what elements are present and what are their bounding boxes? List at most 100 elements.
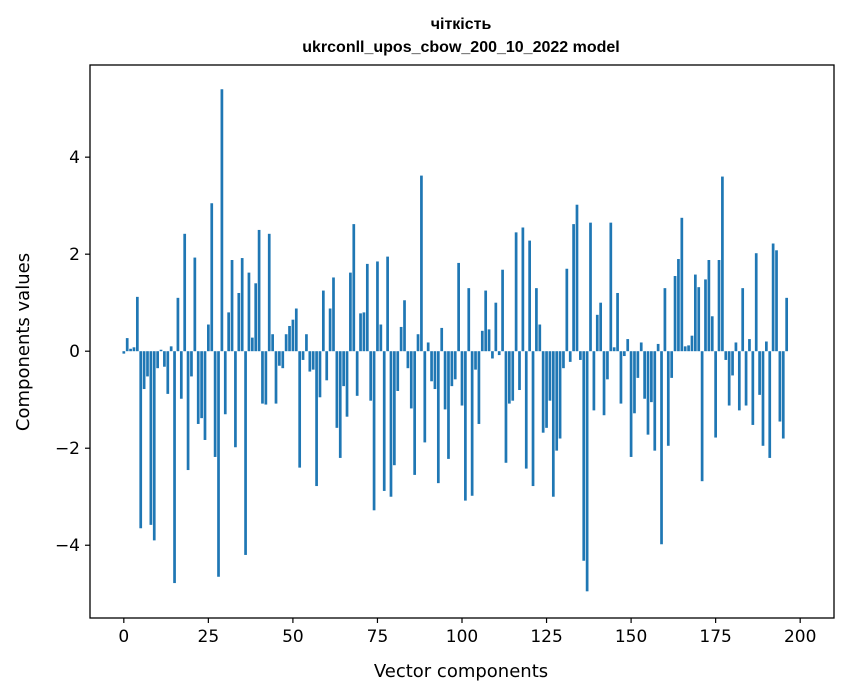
bar-180 — [731, 351, 734, 376]
bar-69 — [355, 351, 359, 396]
bar-120 — [528, 240, 531, 352]
bar-89 — [423, 351, 427, 443]
bar-90 — [426, 342, 430, 352]
bar-109 — [491, 351, 494, 359]
x-tick-label: 50 — [282, 627, 304, 647]
bar-132 — [568, 351, 572, 362]
bar-21 — [193, 257, 197, 352]
bar-124 — [541, 351, 545, 433]
bar-139 — [592, 351, 596, 411]
bar-115 — [511, 351, 515, 401]
bar-168 — [690, 335, 694, 352]
bar-161 — [666, 351, 670, 446]
bar-62 — [332, 277, 335, 352]
bar-117 — [518, 351, 521, 391]
bar-158 — [656, 343, 660, 352]
bar-5 — [139, 351, 143, 529]
y-tick-label: 0 — [69, 342, 80, 362]
bar-122 — [535, 288, 538, 352]
bar-119 — [524, 351, 528, 469]
bar-176 — [717, 260, 721, 352]
axis-ticks-group: 0 25 50 75 100 125 150 175 200 −4 −2 0 2 4 — [55, 148, 816, 647]
x-tick-label: 200 — [784, 627, 816, 647]
bar-108 — [487, 329, 491, 352]
bar-85 — [409, 351, 413, 409]
bar-72 — [365, 263, 369, 352]
bar-182 — [737, 351, 741, 411]
bar-55 — [308, 351, 312, 372]
bar-112 — [501, 269, 504, 352]
x-tick-label: 25 — [198, 627, 220, 647]
bar-2 — [129, 348, 132, 352]
bar-99 — [457, 262, 460, 352]
bar-185 — [748, 339, 751, 352]
bar-160 — [663, 288, 667, 352]
bar-98 — [453, 351, 457, 380]
bar-50 — [291, 319, 295, 352]
bar-83 — [403, 300, 406, 352]
bar-172 — [704, 279, 707, 352]
bar-43 — [267, 233, 271, 352]
bar-24 — [203, 351, 207, 440]
y-tick-label: 2 — [69, 245, 80, 265]
bar-144 — [609, 222, 613, 352]
bar-26 — [210, 203, 214, 352]
x-tick-label: 0 — [118, 627, 129, 647]
bar-183 — [741, 288, 745, 352]
bar-76 — [379, 324, 383, 352]
x-tick-label: 175 — [699, 627, 731, 647]
bar-18 — [183, 233, 187, 352]
bar-71 — [362, 312, 366, 352]
bar-105 — [477, 351, 481, 424]
bar-1 — [125, 338, 129, 352]
bar-191 — [768, 351, 772, 458]
bar-47 — [281, 351, 285, 369]
bar-19 — [186, 351, 190, 471]
bar-169 — [693, 274, 697, 352]
bar-170 — [697, 287, 701, 352]
bar-162 — [670, 351, 674, 378]
y-tick-label: −4 — [55, 536, 80, 556]
bar-135 — [579, 351, 582, 360]
bar-33 — [234, 351, 237, 448]
bar-30 — [223, 351, 227, 415]
bar-146 — [616, 292, 619, 352]
bar-13 — [166, 351, 170, 394]
bar-154 — [643, 351, 646, 399]
bar-184 — [744, 351, 748, 406]
bar-49 — [288, 325, 291, 352]
bar-167 — [687, 345, 690, 352]
bar-14 — [169, 346, 173, 352]
x-tick-label: 150 — [615, 627, 647, 647]
bar-17 — [179, 351, 183, 399]
bar-96 — [447, 351, 450, 459]
bar-35 — [240, 258, 244, 352]
bar-152 — [636, 351, 640, 378]
bar-54 — [305, 334, 308, 352]
bar-141 — [599, 302, 603, 352]
bar-65 — [342, 351, 345, 387]
bar-145 — [612, 347, 616, 352]
bar-138 — [589, 222, 592, 352]
bar-165 — [680, 217, 684, 352]
bar-41 — [261, 351, 264, 404]
plot-area-frame — [89, 64, 835, 619]
bar-131 — [565, 268, 569, 352]
bar-196 — [785, 297, 789, 352]
bar-153 — [639, 342, 643, 352]
bar-20 — [190, 351, 193, 377]
bar-126 — [548, 351, 552, 401]
bar-137 — [585, 351, 589, 592]
bar-0 — [122, 351, 126, 354]
bar-44 — [271, 334, 274, 352]
bar-6 — [142, 351, 146, 390]
bar-53 — [301, 351, 305, 360]
x-axis-label: Vector components — [374, 661, 548, 682]
bar-102 — [467, 288, 471, 352]
bar-61 — [328, 308, 332, 352]
bar-116 — [514, 232, 518, 352]
bar-186 — [751, 351, 755, 425]
bar-22 — [196, 351, 200, 424]
bar-23 — [200, 351, 203, 419]
